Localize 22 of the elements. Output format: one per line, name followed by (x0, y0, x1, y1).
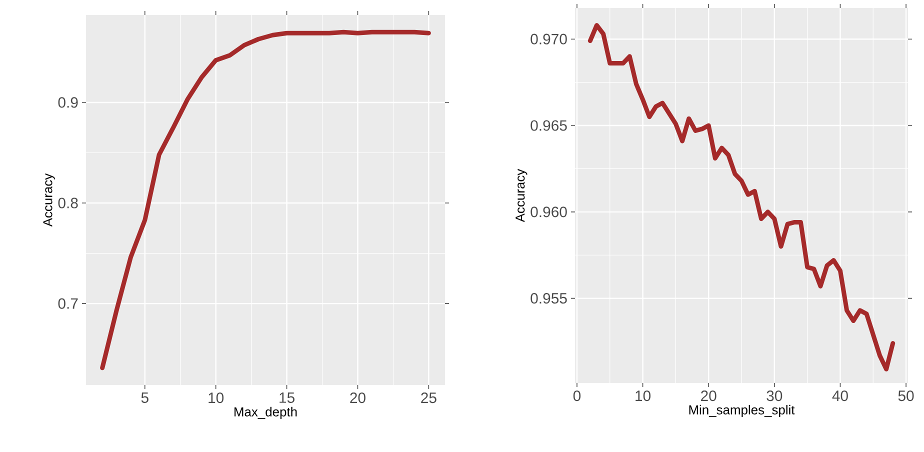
x-tick-label: 10 (208, 392, 224, 404)
x-tick-label: 10 (636, 390, 651, 402)
x-tick-label: 50 (898, 390, 914, 402)
x-tick-label: 25 (421, 392, 436, 404)
y-axis-title: Accuracy (516, 168, 528, 222)
x-tick-label: 20 (701, 390, 716, 402)
y-tick-label: 0.7 (58, 298, 78, 309)
x-tick-label: 40 (832, 390, 848, 402)
y-tick-label: 0.9 (58, 97, 78, 108)
y-tick-label: 0.965 (530, 120, 567, 131)
y-axis-title: Accuracy (43, 173, 55, 227)
x-tick-label: 5 (141, 392, 148, 403)
y-tick-label: 0.970 (530, 34, 567, 44)
x-axis-title: Min_samples_split (689, 404, 795, 418)
x-tick-label: 15 (280, 392, 294, 403)
y-tick-label: 0.955 (530, 293, 567, 304)
y-tick-label: 0.960 (530, 206, 567, 218)
x-tick-label: 0 (573, 390, 581, 402)
x-tick-label: 30 (766, 390, 782, 402)
x-tick-label: 20 (350, 392, 366, 404)
x-axis-title: Max_depth (234, 406, 297, 420)
y-tick-label: 0.8 (58, 198, 78, 208)
